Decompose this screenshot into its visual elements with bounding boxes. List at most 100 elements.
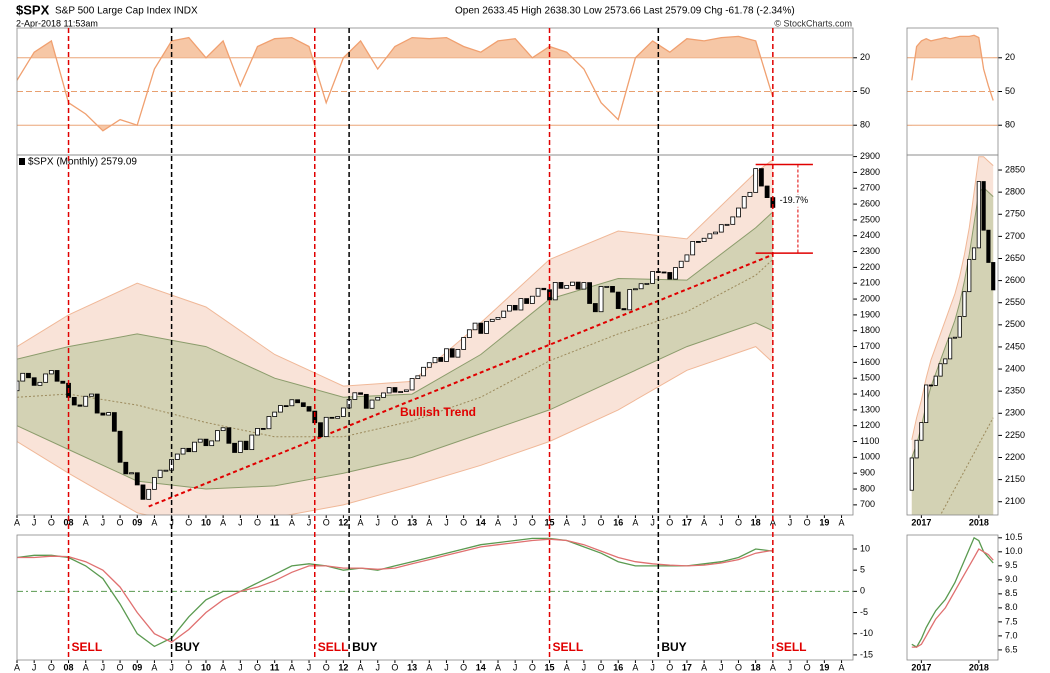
candle [300, 402, 306, 407]
x-tick-label: O [598, 517, 605, 527]
y-tick-label: 10.5 [1005, 532, 1023, 542]
line [17, 537, 773, 648]
candle [695, 241, 701, 243]
candle [94, 393, 100, 414]
candle [289, 399, 295, 407]
y-tick-label: 50 [1005, 86, 1015, 96]
y-tick-label: 2000 [860, 293, 880, 303]
candle [152, 477, 157, 490]
legend-swatch [19, 158, 25, 165]
x-tick-label: J [32, 517, 37, 527]
y-tick-label: 1600 [860, 357, 880, 367]
y-tick-label: 7.0 [1005, 630, 1018, 640]
panel-border [906, 534, 999, 661]
candle [352, 392, 358, 400]
candle [718, 224, 724, 233]
candle [971, 247, 977, 260]
y-tick-label: 5 [860, 565, 865, 575]
panel [907, 34, 998, 126]
x-tick-label: O [48, 517, 55, 527]
candle [71, 396, 77, 406]
x-tick-label: A [14, 517, 20, 527]
candle [518, 298, 524, 311]
y-tick-label: 700 [860, 499, 875, 509]
x-tick-label: O [185, 662, 192, 672]
x-tick-label: 10 [201, 662, 211, 672]
y-tick-label: 2300 [860, 246, 880, 256]
candle [758, 168, 764, 187]
trend-label: Bullish Trend [400, 405, 476, 419]
candle [552, 282, 558, 301]
candle [638, 283, 644, 290]
x-tick-label: A [426, 517, 432, 527]
x-tick-label: 2017 [911, 662, 931, 672]
candle [426, 362, 432, 368]
y-tick-label: 1100 [860, 436, 879, 446]
y-tick-label: 20 [860, 52, 870, 62]
candle [736, 207, 741, 218]
candle [186, 447, 192, 453]
y-tick-label: 20 [1005, 52, 1015, 62]
x-tick-label: 09 [132, 517, 142, 527]
candle [111, 412, 117, 432]
candle [260, 428, 266, 430]
x-tick-label: A [632, 517, 638, 527]
candle [644, 282, 650, 285]
candle [37, 381, 43, 386]
y-tick-label: 1900 [860, 309, 880, 319]
candle [409, 378, 415, 391]
candle [952, 336, 957, 339]
candle [986, 229, 991, 263]
x-tick-label: J [238, 662, 243, 672]
y-tick-label: -15 [860, 649, 873, 659]
x-tick-label: O [598, 662, 605, 672]
x-tick-label: A [564, 517, 570, 527]
candle [295, 399, 300, 404]
candle [209, 440, 215, 447]
x-tick-label: A [220, 662, 226, 672]
panel-border [16, 154, 854, 516]
y-tick-label: 2200 [860, 262, 880, 272]
x-tick-label: A [83, 517, 89, 527]
candle [43, 373, 49, 383]
candle [318, 422, 323, 438]
x-tick-label: 16 [613, 517, 623, 527]
x-tick-label: J [32, 662, 37, 672]
candle [615, 291, 621, 309]
x-tick-label: A [14, 662, 20, 672]
candle [661, 271, 667, 274]
x-tick-label: 08 [64, 662, 74, 672]
y-tick-label: 1800 [860, 325, 880, 335]
candle [741, 196, 747, 209]
y-tick-label: 2250 [1005, 430, 1025, 440]
candle [386, 387, 392, 394]
candle [919, 422, 924, 441]
x-tick-label: O [323, 662, 330, 672]
x-tick-label: 2018 [969, 662, 989, 672]
line [911, 34, 994, 101]
candle [266, 416, 272, 430]
x-tick-label: A [358, 517, 364, 527]
candle [203, 438, 209, 447]
y-tick-label: 6.5 [1005, 644, 1018, 654]
y-tick-label: 900 [860, 468, 875, 478]
candle [215, 430, 220, 442]
candle [180, 447, 186, 455]
candle [914, 439, 919, 459]
x-tick-label: 08 [64, 517, 74, 527]
x-tick-label: A [701, 662, 707, 672]
candle [535, 287, 541, 297]
y-tick-label: 2750 [1005, 209, 1025, 219]
candle [237, 440, 243, 453]
candle [678, 260, 684, 268]
x-tick-label: A [426, 662, 432, 672]
x-tick-label: O [529, 662, 536, 672]
candle [610, 285, 615, 293]
panel [909, 156, 996, 515]
candle [255, 428, 260, 436]
candle [967, 258, 972, 293]
x-tick-label: O [735, 517, 742, 527]
candle [329, 416, 335, 419]
x-tick-label: O [48, 662, 55, 672]
candle [495, 317, 501, 320]
